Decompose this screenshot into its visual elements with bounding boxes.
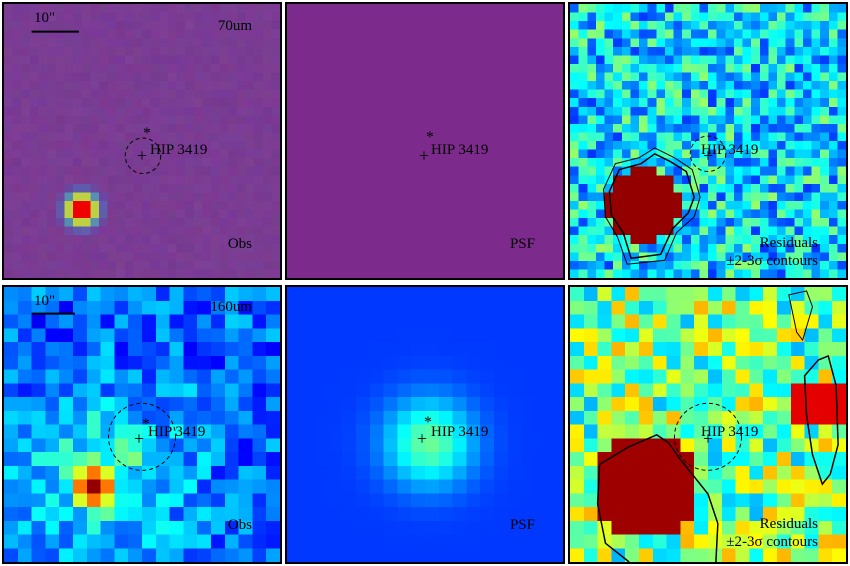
panel-obs-160um: * + 10" 160um HIP 3419 Obs [2,285,282,564]
star-marker: * [426,129,434,146]
star-marker: * [142,416,150,433]
scale-bar-label: 10" [34,10,56,26]
aperture-circle [124,137,162,175]
cross-marker: + [134,429,144,449]
contour-blob-outer [603,147,701,265]
contour-blob [608,152,695,260]
overlay-obs-70um: * + [31,30,162,175]
panel-psf-160um: * + HIP 3419 PSF [285,285,565,564]
source-label: HIP 3419 [701,424,759,440]
overlay-residual-160um: + [596,290,839,562]
overlay-residual-70um: + [603,135,727,265]
source-label: HIP 3419 [431,424,489,440]
overlay-psf-160um: * + [417,414,432,449]
cross-marker: + [137,146,147,166]
panel-type-label: PSF [509,517,535,533]
panel-obs-70um: * + 10" 70um HIP 3419 Obs [2,2,282,280]
residual-label-line2: ±2-3σ contours [726,253,818,269]
source-label: HIP 3419 [431,142,489,158]
panel-residual-70um: + HIP 3419 Residuals ±2-3σ contours [568,2,848,280]
contour-right [803,355,839,486]
obs-70um-image [4,4,280,278]
contour-top [788,290,813,342]
source-label: HIP 3419 [150,142,208,158]
cross-marker: + [417,429,427,449]
aperture-circle [107,402,177,471]
aperture-circle [673,402,743,471]
source-label: HIP 3419 [701,142,759,158]
obs-160um-image [4,287,280,562]
overlay-psf-70um: * + [419,129,434,166]
aperture-circle [689,135,727,173]
residual-160um-image [570,287,846,562]
residual-label-line1: Residuals [759,516,818,532]
band-label: 70um [217,18,252,34]
contour-blob [596,434,719,562]
cross-marker: + [703,146,713,166]
panel-psf-70um: * + HIP 3419 PSF [285,2,565,280]
panel-type-label: Obs [227,517,252,533]
star-marker: * [424,414,432,431]
residual-70um-image [570,4,846,278]
panel-type-label: PSF [509,236,535,252]
star-marker: * [143,125,151,142]
band-label: 160um [210,299,252,315]
cross-marker: + [419,146,429,166]
residual-label-line1: Residuals [759,235,818,251]
overlay-obs-160um: * + [31,312,177,471]
source-label: HIP 3419 [148,424,206,440]
residual-label-line2: ±2-3σ contours [726,534,818,550]
cross-marker: + [703,429,713,449]
psf-160um-image [287,287,563,562]
panel-type-label: Obs [227,236,252,252]
psf-70um-image [287,4,563,278]
panel-residual-160um: + HIP 3419 Residuals ±2-3σ contours [568,285,848,564]
scale-bar-label: 10" [34,293,56,309]
